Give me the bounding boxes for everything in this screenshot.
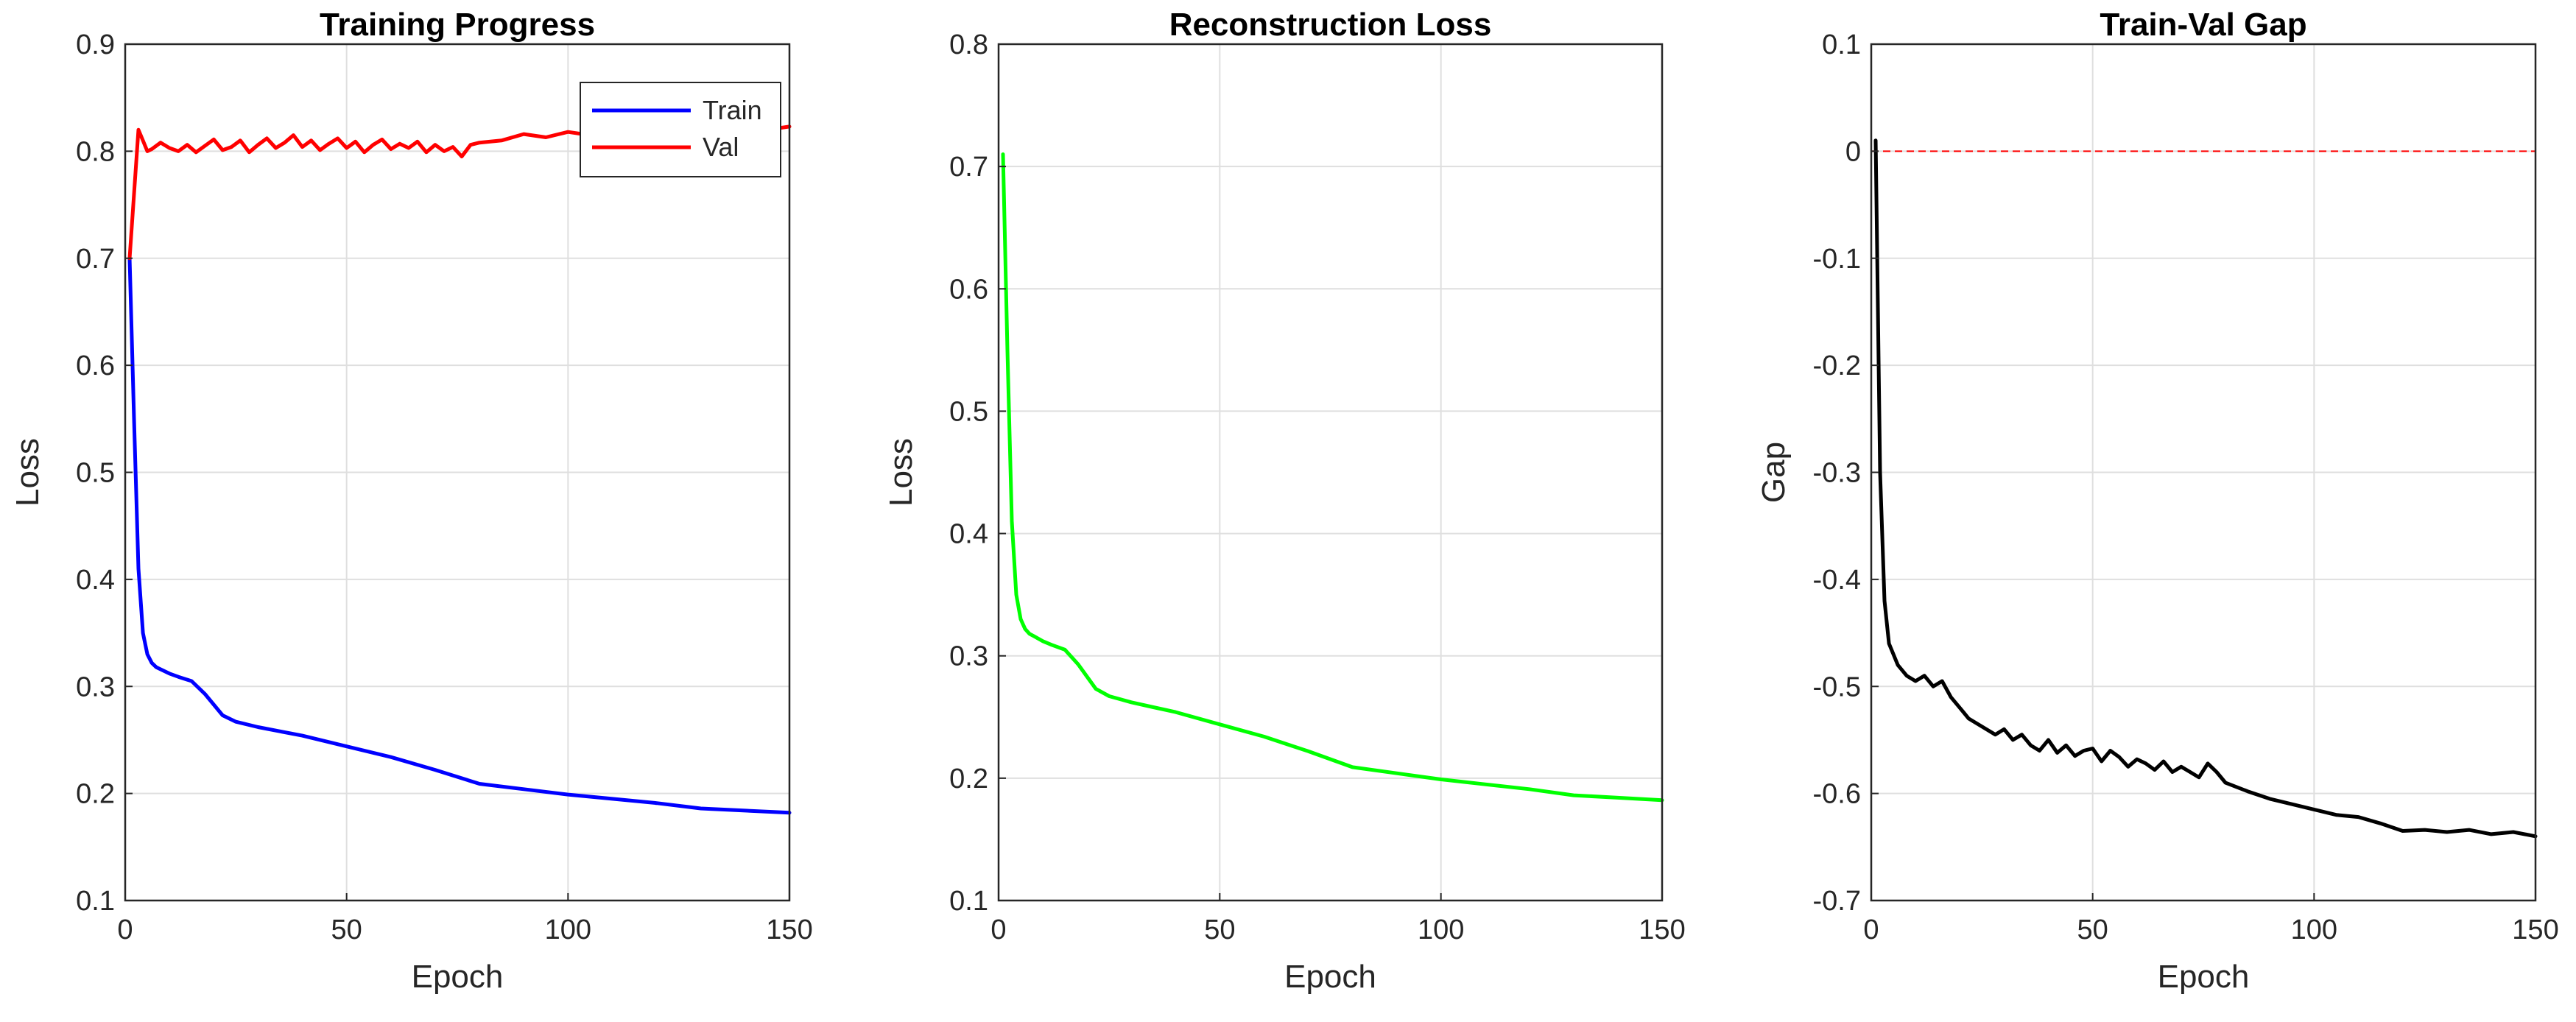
- chart-title: Reconstruction Loss: [1169, 7, 1492, 43]
- y-tick-label: -0.2: [1813, 350, 1861, 381]
- y-tick-label: 0: [1845, 136, 1861, 167]
- chart-panel-2: 0 50 100 150 0.1 0.2 0.3 0.4 0.5 0.6 0.7 0.8 Reconst…: [883, 7, 1686, 995]
- y-tick-label: 0.2: [949, 764, 988, 794]
- legend: Train Val: [580, 82, 781, 177]
- x-axis-label: Epoch: [2158, 959, 2250, 995]
- y-tick-label: 0.1: [949, 886, 988, 917]
- y-tick-label: 0.2: [76, 779, 115, 810]
- x-tick-label: 150: [766, 914, 812, 945]
- y-tick-label: 0.7: [76, 244, 115, 275]
- x-axis-label: Epoch: [1284, 959, 1376, 995]
- y-tick-label: -0.4: [1813, 565, 1861, 596]
- y-tick-label: 0.4: [76, 565, 115, 596]
- y-axis-label: Loss: [10, 438, 46, 507]
- x-tick-label: 50: [2077, 914, 2108, 945]
- x-tick-label: 100: [1418, 914, 1464, 945]
- x-tick-label: 100: [545, 914, 591, 945]
- y-tick-label: -0.6: [1813, 779, 1861, 810]
- y-tick-label: 0.6: [76, 350, 115, 381]
- y-tick-label: 0.7: [949, 152, 988, 183]
- plot-area: [999, 44, 1662, 901]
- y-tick-label: -0.7: [1813, 886, 1861, 917]
- axes-box: [997, 43, 1664, 902]
- y-tick-label: 0.5: [949, 396, 988, 427]
- y-tick-label: -0.3: [1813, 458, 1861, 489]
- series-line-train: [127, 256, 792, 815]
- y-tick-label: 0.1: [1822, 29, 1861, 60]
- x-tick-label: 0: [990, 914, 1006, 945]
- x-tick-label: 0: [1863, 914, 1879, 945]
- legend-box: [580, 82, 781, 177]
- legend-label-train: Train: [703, 95, 762, 125]
- x-tick-label: 100: [2291, 914, 2337, 945]
- series-line-1: [1873, 138, 2538, 839]
- x-tick-label: 150: [2512, 914, 2558, 945]
- x-axis-label: Epoch: [412, 959, 504, 995]
- series-line-1: [1001, 152, 1664, 803]
- x-tick-label: 150: [1639, 914, 1685, 945]
- x-tick-label: 0: [117, 914, 133, 945]
- chart-title: Train-Val Gap: [2100, 7, 2306, 43]
- y-tick-label: 0.6: [949, 274, 988, 305]
- y-axis-label: Gap: [1756, 442, 1792, 503]
- x-tick-label: 50: [331, 914, 362, 945]
- chart-title: Training Progress: [320, 7, 595, 43]
- y-tick-label: 0.8: [76, 136, 115, 167]
- x-tick-label: 50: [1204, 914, 1235, 945]
- y-tick-label: -0.5: [1813, 672, 1861, 702]
- y-axis-label: Loss: [883, 438, 919, 507]
- chart-panel-3: 0 50 100 150 -0.7 -0.6 -0.5 -0.4 -0.3 -0.2 -0.1 0 0.…: [1756, 7, 2559, 995]
- y-tick-label: 0.8: [949, 29, 988, 60]
- y-tick-label: 0.1: [76, 886, 115, 917]
- y-tick-label: 0.9: [76, 29, 115, 60]
- y-tick-label: -0.1: [1813, 244, 1861, 275]
- y-tick-label: 0.3: [949, 641, 988, 672]
- legend-label-val: Val: [703, 132, 739, 162]
- y-tick-label: 0.3: [76, 672, 115, 702]
- chart-panel-1: 0 50 100 150 0.1 0.2 0.3 0.4 0.5 0.6 0.7 0.8 0.9 Trai…: [10, 7, 813, 995]
- y-tick-label: 0.4: [949, 519, 988, 550]
- y-tick-label: 0.5: [76, 458, 115, 489]
